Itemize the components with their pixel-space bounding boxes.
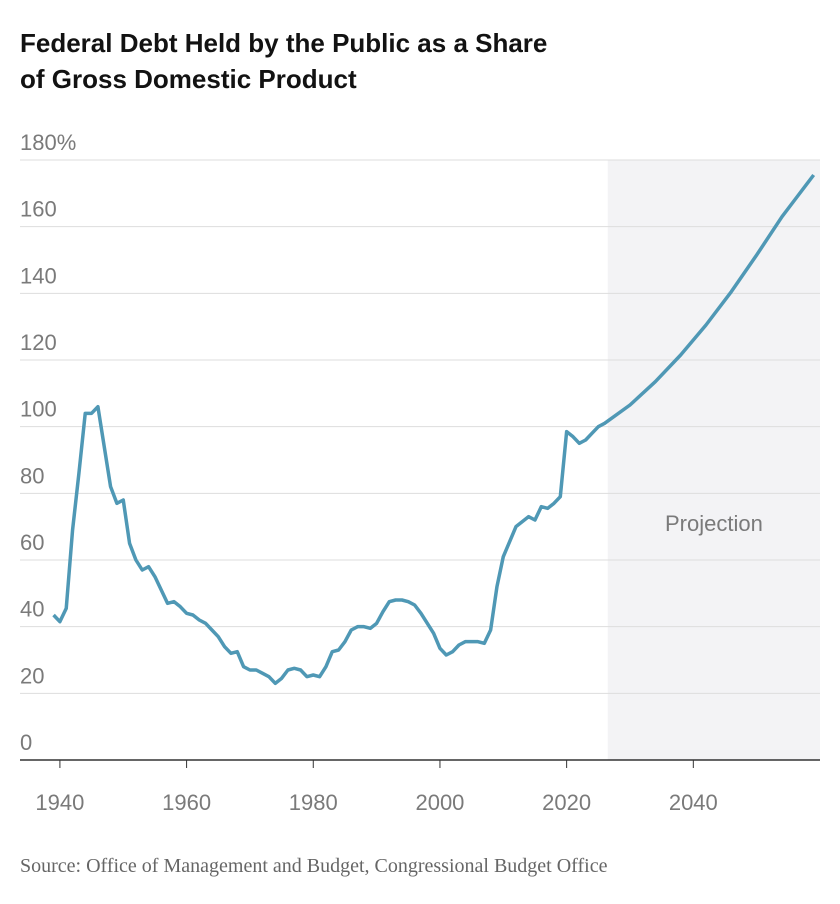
y-tick-label: 100: [20, 397, 57, 422]
source-note: Source: Office of Management and Budget,…: [20, 855, 608, 877]
x-tick-label: 2040: [669, 790, 718, 815]
chart-title: Federal Debt Held by the Public as a Sha…: [20, 28, 547, 94]
projection-region: [607, 160, 820, 760]
y-tick-label: 40: [20, 597, 44, 622]
x-tick-label: 2000: [415, 790, 464, 815]
y-tick-label: 180%: [20, 130, 76, 155]
y-tick-label: 80: [20, 463, 44, 488]
x-tick-label: 1940: [35, 790, 84, 815]
x-tick-label: 1980: [289, 790, 338, 815]
data-line: [52, 173, 816, 686]
y-tick-label: 20: [20, 663, 44, 688]
y-tick-label: 60: [20, 530, 44, 555]
y-tick-label: 160: [20, 197, 57, 222]
y-tick-label: 0: [20, 730, 32, 755]
x-tick-label: 2020: [542, 790, 591, 815]
x-tick-label: 1960: [162, 790, 211, 815]
projection-label: Projection: [665, 511, 763, 536]
y-tick-label: 120: [20, 330, 57, 355]
y-tick-label: 140: [20, 263, 57, 288]
